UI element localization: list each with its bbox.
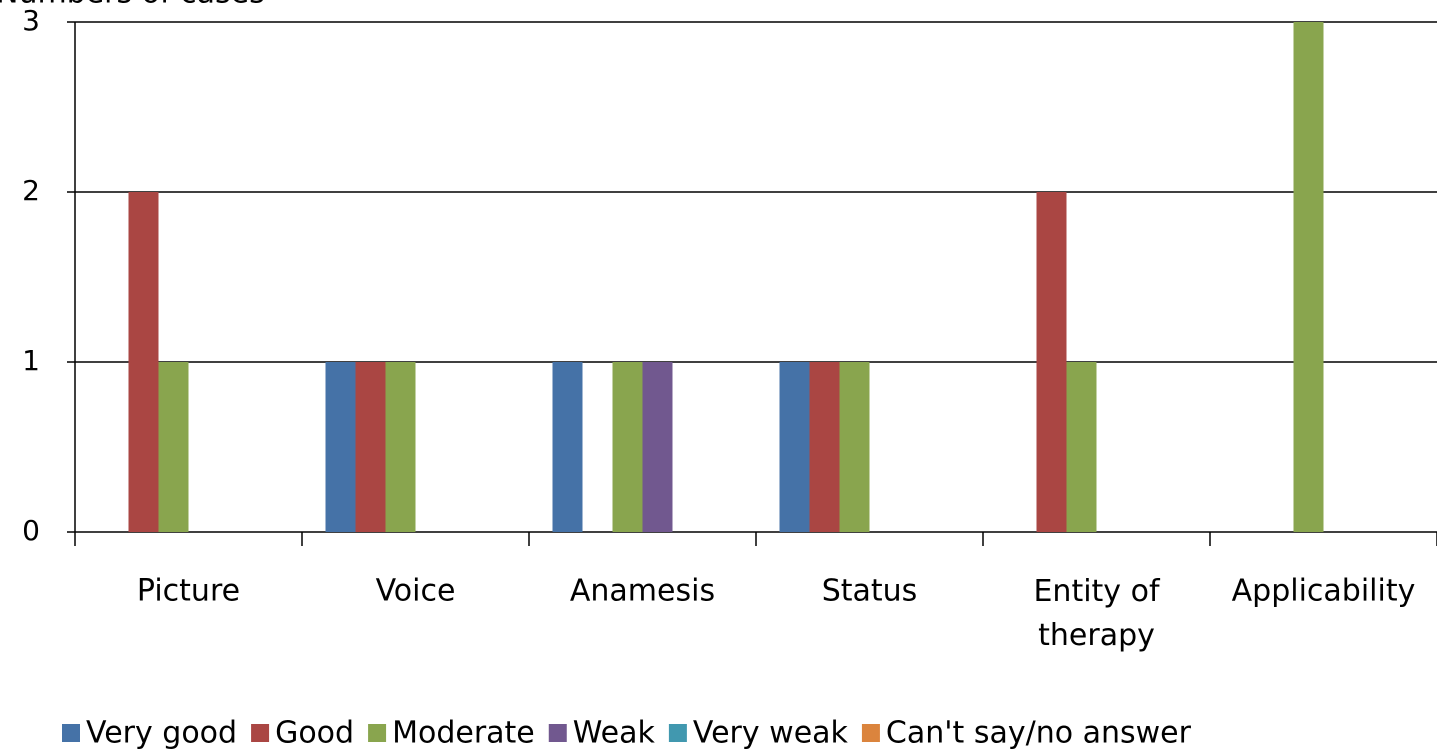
- bar: [1036, 192, 1067, 532]
- legend-label: Moderate: [392, 716, 535, 750]
- bar: [552, 362, 583, 532]
- bar: [355, 362, 386, 532]
- y-tick-label: 2: [22, 174, 40, 207]
- bar: [779, 362, 810, 532]
- legend-swatch: [861, 724, 880, 742]
- x-tick-label: Picture: [137, 574, 240, 609]
- legend-label: Very good: [86, 716, 237, 750]
- legend-swatch: [62, 724, 80, 742]
- legend-swatch: [251, 724, 270, 742]
- x-tick-label: Entity of therapy: [1033, 574, 1160, 653]
- bar: [839, 362, 870, 532]
- bar: [612, 362, 643, 532]
- legend-swatch: [368, 724, 387, 742]
- x-tick-label: Status: [822, 574, 918, 609]
- x-tick-label-line: therapy: [1038, 618, 1155, 653]
- x-tick-label: Applicability: [1232, 574, 1416, 609]
- legend-swatch: [668, 724, 687, 742]
- bar: [385, 362, 416, 532]
- bar: [158, 362, 189, 532]
- legend-label: Good: [275, 716, 354, 750]
- x-tick-label: Anamesis: [570, 574, 715, 609]
- bar: [642, 362, 673, 532]
- y-tick-label: 3: [22, 4, 40, 37]
- x-tick-label-line: Entity of: [1033, 574, 1160, 609]
- bar: [1066, 362, 1097, 532]
- legend-label: Weak: [573, 716, 656, 750]
- y-tick-label: 0: [22, 514, 40, 547]
- legend-swatch: [548, 724, 567, 742]
- x-tick-label: Voice: [376, 574, 456, 609]
- legend-label: Can't say/no answer: [886, 716, 1192, 750]
- y-axis-label: Numbers of cases: [0, 0, 265, 11]
- bar: [809, 362, 840, 532]
- bar: [128, 192, 159, 532]
- bar: [1293, 22, 1324, 532]
- legend-label: Very weak: [693, 716, 849, 750]
- bar: [325, 362, 356, 532]
- y-tick-label: 1: [22, 344, 40, 377]
